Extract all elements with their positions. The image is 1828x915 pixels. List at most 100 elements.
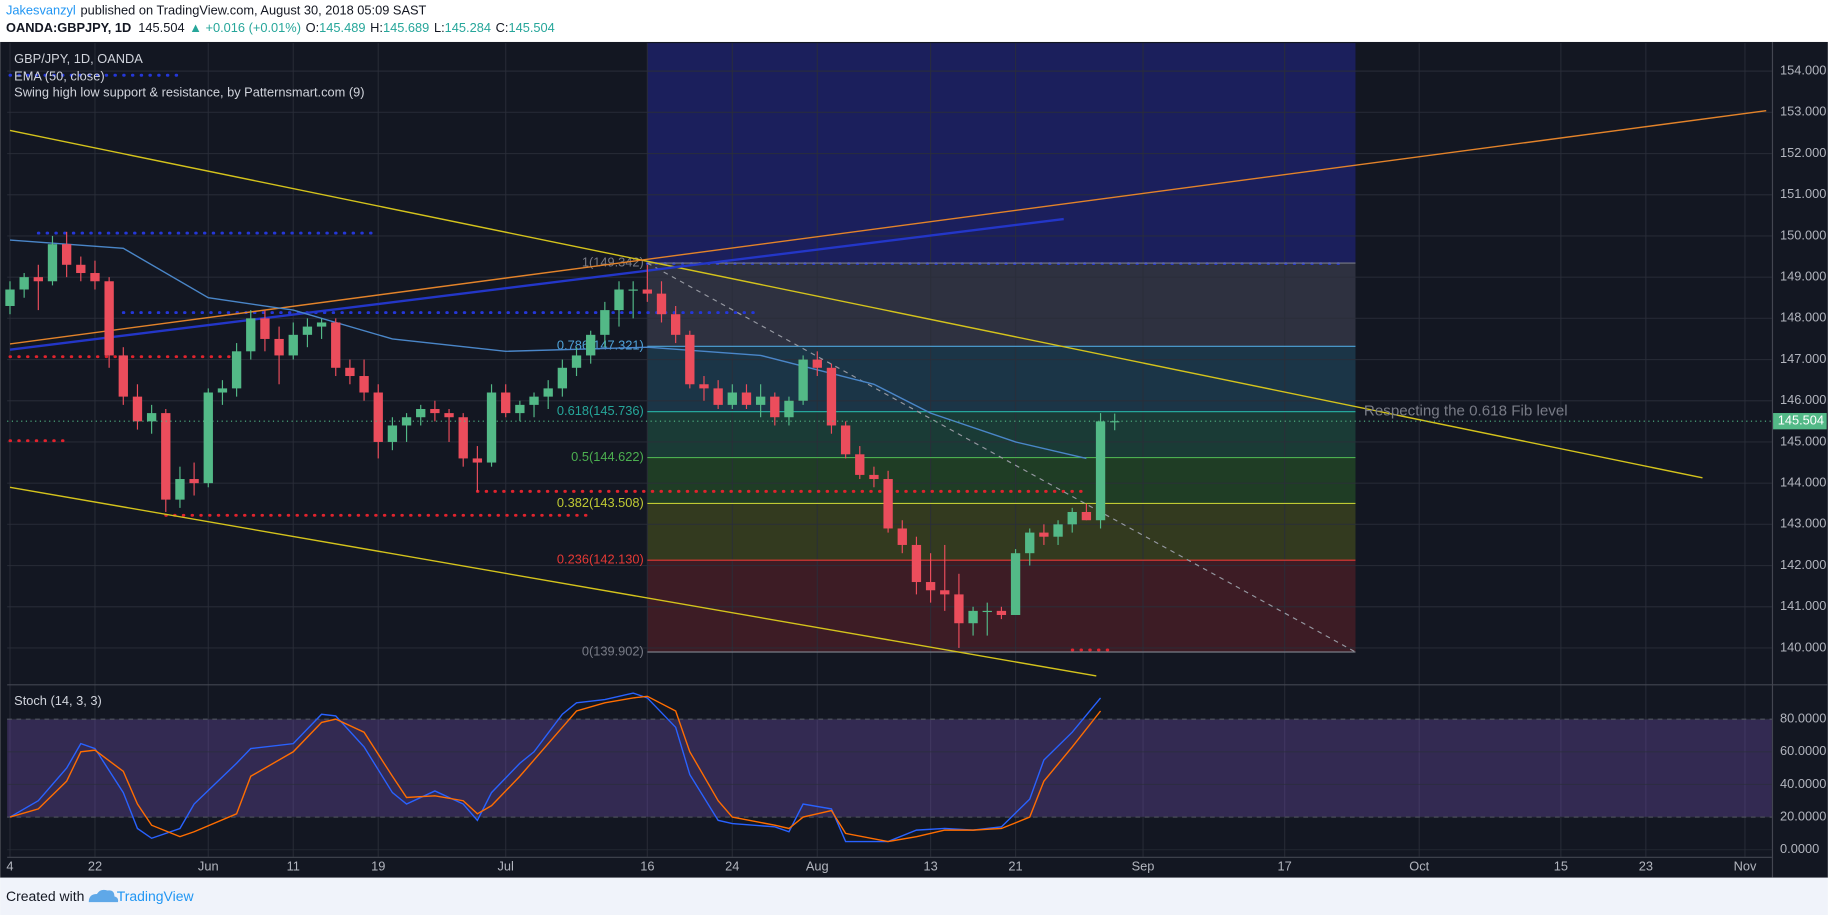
candle-body [104, 281, 114, 356]
candle-body [61, 244, 72, 265]
x-tick-label: 17 [1278, 859, 1292, 874]
candle-body [940, 590, 950, 595]
x-tick-label: 13 [923, 859, 937, 874]
trendline [9, 129, 1703, 479]
y-tick-label: 0.0000 [1780, 841, 1819, 856]
stoch-line [9, 692, 1102, 843]
x-tick-label: 21 [1008, 859, 1022, 874]
candle-body [401, 417, 412, 426]
fib-zone [647, 457, 1356, 504]
candle-body [897, 528, 907, 545]
candle-body [656, 293, 667, 315]
x-tick-label: 11 [287, 859, 300, 874]
candle-body [798, 359, 808, 401]
candle-body [1039, 532, 1049, 537]
candle-body [1095, 421, 1106, 521]
candle-body [784, 400, 794, 418]
footer-text: Created with [6, 888, 84, 904]
x-tick-label: 4 [6, 859, 13, 874]
candle-body [458, 417, 468, 459]
last-price-tag [1773, 413, 1827, 430]
y-tick-label: 145.000 [1780, 433, 1826, 448]
candle-body [741, 392, 752, 405]
chart-title: GBP/JPY, 1D, OANDA [14, 51, 143, 66]
author[interactable]: Jakesvanzyl [6, 3, 76, 18]
candle-body [189, 479, 199, 484]
candle-body [699, 384, 709, 389]
candle-body [1110, 421, 1120, 423]
ohlc-label: H: [370, 21, 383, 36]
candle-body [911, 544, 922, 583]
trendline [9, 217, 1064, 351]
ema-legend: EMA (50, close) [14, 68, 104, 83]
y-tick-label: 150.000 [1780, 227, 1826, 242]
candle-body [132, 396, 143, 422]
published-text: published on TradingView.com, August 30,… [80, 3, 426, 18]
fib-zone [647, 411, 1356, 458]
candle-body [47, 244, 58, 282]
fib-label: 0.618(145.736) [557, 403, 644, 418]
y-tick-label: 80.0000 [1780, 711, 1826, 726]
candle-body [826, 367, 837, 426]
candle-body [203, 392, 213, 484]
candle-body [685, 334, 695, 385]
stoch-band [7, 719, 1772, 818]
fib-label: 0(139.902) [582, 643, 644, 658]
candle-body [586, 334, 596, 356]
last-price: 145.504 [138, 21, 184, 36]
x-tick-label: Jun [198, 859, 219, 874]
candle-body [515, 404, 525, 414]
candle-body [529, 396, 539, 405]
candle-body [331, 322, 341, 368]
y-tick-label: 148.000 [1780, 310, 1826, 325]
fib-label: 0.382(143.508) [557, 495, 644, 510]
x-tick-label: Aug [806, 859, 829, 874]
candle-body [217, 388, 228, 393]
candle-body [274, 338, 284, 356]
candle-body [770, 396, 780, 418]
ohlc-value: 145.689 [383, 21, 429, 36]
candle-body [19, 277, 29, 290]
y-tick-label: 149.000 [1780, 269, 1826, 284]
stoch-title: Stoch (14, 3, 3) [14, 693, 102, 708]
y-tick-label: 140.000 [1780, 639, 1826, 654]
y-tick-label: 147.000 [1780, 351, 1826, 366]
y-tick-label: 142.000 [1780, 557, 1826, 572]
ohlc-value: 145.489 [319, 21, 365, 36]
plot-area: 140.000 141.000 142.000 143.000 144.000 145.0… [5, 43, 1827, 857]
candle-body [76, 264, 86, 274]
candle-body [33, 277, 43, 282]
candle-body [501, 392, 511, 414]
candle-body [543, 388, 553, 397]
candle-body [571, 355, 582, 368]
candle-body [146, 413, 157, 422]
fib-zone [647, 346, 1356, 412]
x-tick-label: Nov [1734, 859, 1757, 874]
y-tick-label: 141.000 [1780, 598, 1826, 613]
candle-body [472, 458, 483, 463]
ohlc-label: L: [434, 21, 445, 36]
candle-body [444, 413, 454, 418]
x-tick-label: 15 [1554, 859, 1568, 874]
candle-body [642, 289, 652, 294]
ohlc-label: C: [496, 21, 509, 36]
candle-body [359, 376, 369, 393]
y-tick-label: 60.0000 [1780, 743, 1826, 758]
brand-logo[interactable] [88, 889, 119, 903]
x-tick-label: Oct [1409, 859, 1429, 874]
candle-body [1067, 511, 1077, 525]
y-tick-label: 151.000 [1780, 186, 1826, 201]
x-tick-label: 22 [88, 859, 102, 874]
candle-body [302, 326, 313, 335]
candle-body [486, 392, 497, 463]
brand-text[interactable]: TradingView [117, 888, 195, 904]
y-tick-label: 152.000 [1780, 145, 1826, 160]
candle-body [430, 408, 440, 414]
candle-body [600, 310, 610, 335]
candle-body [869, 474, 879, 480]
fib-label: 0.236(142.130) [557, 552, 644, 567]
candle-body [954, 594, 964, 624]
y-tick-label: 20.0000 [1780, 808, 1826, 823]
y-tick-label: 154.000 [1780, 63, 1826, 78]
change: ▲ +0.016 (+0.01%) [189, 21, 301, 36]
